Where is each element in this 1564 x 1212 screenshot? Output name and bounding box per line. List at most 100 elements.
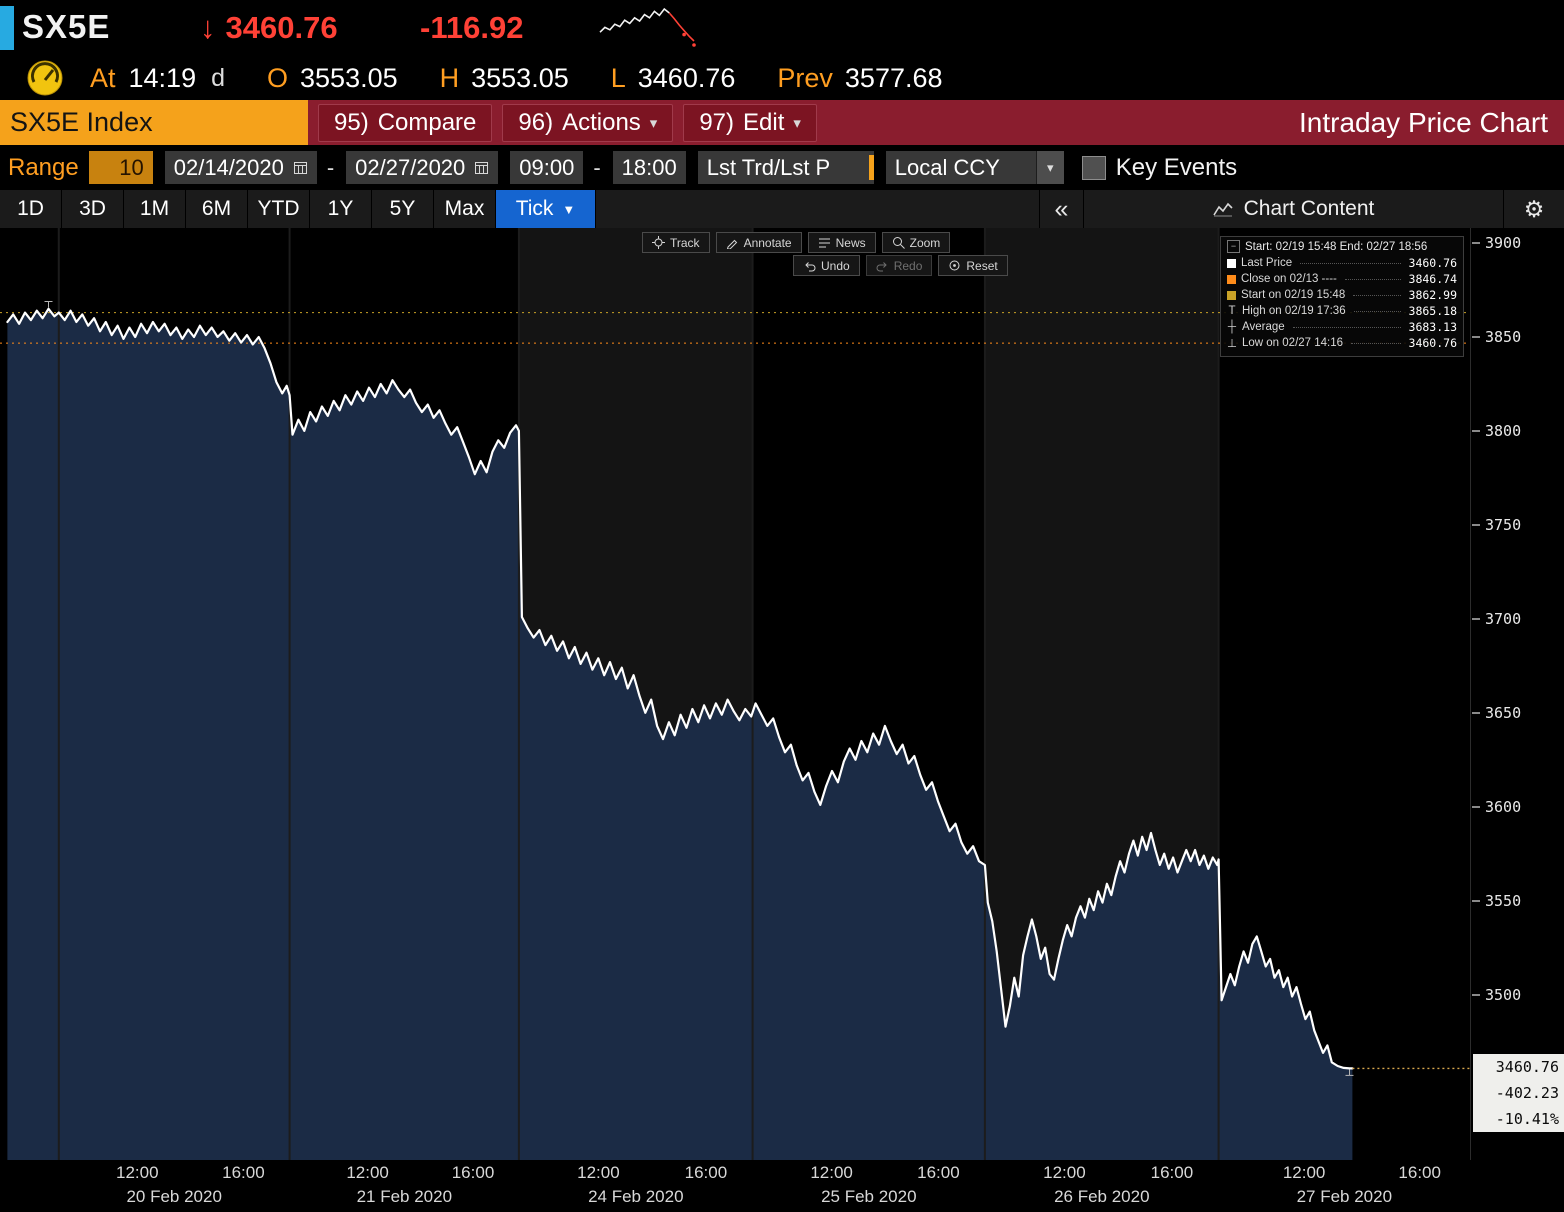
last-price-swatch <box>1227 258 1236 268</box>
reset-button[interactable]: Reset <box>938 255 1008 276</box>
date-to-input[interactable]: 02/27/2020 <box>346 151 499 184</box>
tab-max[interactable]: Max <box>434 190 496 228</box>
x-axis-time-label: 16:00 <box>451 1163 495 1182</box>
legend-minimize-button[interactable]: − <box>1227 240 1240 253</box>
y-axis-label: 3600 <box>1472 798 1521 816</box>
track-icon <box>652 236 665 249</box>
gear-icon: ⚙ <box>1523 195 1545 222</box>
undo-button[interactable]: Undo <box>793 255 860 276</box>
x-axis-date-label: 21 Feb 2020 <box>356 1187 453 1206</box>
chart-content-icon <box>1212 202 1233 216</box>
chart-region: 3900 3850 3800 3750 3700 3650 3600 3550 3500 12:… <box>0 228 1564 1212</box>
compare-button[interactable]: 95) Compare <box>318 103 493 142</box>
terminal-accent-block <box>0 6 14 50</box>
tag-pct-change: -10.41% <box>1495 1110 1559 1129</box>
tab-1d[interactable]: 1D <box>0 190 62 228</box>
redo-label: Redo <box>893 258 923 273</box>
legend-item-last-price[interactable]: Last Price 3460.76 <box>1227 255 1457 271</box>
calendar-icon <box>293 162 307 174</box>
tab-tick-label: Tick <box>515 197 554 220</box>
truncation-indicator <box>868 155 874 180</box>
chart-content-button[interactable]: Chart Content <box>1084 190 1504 228</box>
tab-1y[interactable]: 1Y <box>310 190 372 228</box>
tab-ytd[interactable]: YTD <box>248 190 310 228</box>
compare-button-label: Compare <box>377 108 477 136</box>
calendar-icon <box>475 162 489 174</box>
range-days-input[interactable]: 10 <box>88 151 153 184</box>
tab-3d[interactable]: 3D <box>62 190 124 228</box>
price-source-select[interactable]: Lst Trd/Lst P <box>697 151 874 184</box>
edit-caret-icon: ▾ <box>793 114 801 132</box>
key-events-checkbox[interactable] <box>1081 155 1106 180</box>
last-price-axis-tag: 3460.76 -402.23 -10.41% <box>1473 1054 1564 1133</box>
tab-5y[interactable]: 5Y <box>372 190 434 228</box>
date-from-value: 02/14/2020 <box>173 154 284 180</box>
y-axis-label: 3850 <box>1472 328 1521 346</box>
tick-dropdown-icon: ▼ <box>562 201 576 217</box>
net-change-value: -116.92 <box>420 10 524 45</box>
redo-button[interactable]: Redo <box>865 255 933 276</box>
x-axis-date-label: 25 Feb 2020 <box>821 1187 917 1206</box>
date-from-input[interactable]: 02/14/2020 <box>164 151 317 184</box>
key-events-label: Key Events <box>1115 153 1238 181</box>
track-button[interactable]: Track <box>642 232 710 253</box>
price-chart-plot[interactable] <box>0 228 1470 1160</box>
y-axis-label: 3800 <box>1472 422 1521 440</box>
tab-tick[interactable]: Tick ▼ <box>496 190 596 228</box>
quote-time: 14:19 <box>128 62 197 93</box>
currency-select[interactable]: Local CCY <box>885 151 1036 184</box>
legend-range-text: Start: 02/19 15:48 End: 02/27 18:56 <box>1245 240 1428 253</box>
x-axis-time-label: 16:00 <box>684 1163 728 1182</box>
down-arrow-icon: ↓ <box>200 10 216 45</box>
time-to-input[interactable]: 18:00 <box>612 151 686 184</box>
zoom-button[interactable]: Zoom <box>881 232 951 253</box>
tab-1m[interactable]: 1M <box>124 190 186 228</box>
legend-item-high[interactable]: T High on 02/19 17:36 3865.18 <box>1228 304 1457 318</box>
x-axis-time-label: 12:00 <box>810 1163 853 1182</box>
last-price-value: 3460.76 <box>225 10 338 45</box>
legend-item-low[interactable]: ⊥ Low on 02/27 14:16 3460.76 <box>1227 336 1457 350</box>
at-label: At <box>90 62 116 93</box>
session-flag: d <box>211 63 225 92</box>
page-title: Intraday Price Chart <box>1299 106 1548 138</box>
average-marker-icon: ┼ <box>1227 321 1237 333</box>
currency-select-group: Local CCY ▾ <box>885 151 1064 184</box>
currency-dropdown-button[interactable]: ▾ <box>1035 151 1064 184</box>
actions-button[interactable]: 96) Actions ▾ <box>502 103 674 142</box>
security-field[interactable]: SX5E Index <box>0 100 308 145</box>
legend-item-average[interactable]: ┼ Average 3683.13 <box>1227 320 1457 334</box>
time-from-input[interactable]: 09:00 <box>510 151 584 184</box>
x-axis-time-label: 16:00 <box>222 1163 265 1182</box>
y-axis-label: 3550 <box>1472 892 1521 910</box>
ticker-header-row: SX5E ↓ 3460.76 -116.92 <box>0 0 1564 56</box>
edit-button-num: 97) <box>699 108 735 136</box>
legend-item-start[interactable]: Start on 02/19 15:48 3862.99 <box>1227 287 1457 303</box>
tag-net-change: -402.23 <box>1495 1084 1559 1103</box>
annotate-icon <box>726 239 737 249</box>
start-swatch <box>1227 290 1236 300</box>
news-icon <box>818 238 830 248</box>
annotate-button[interactable]: Annotate <box>715 232 802 253</box>
range-label: Range <box>8 153 79 181</box>
zoom-label: Zoom <box>909 235 941 250</box>
tab-6m[interactable]: 6M <box>186 190 248 228</box>
price-axis: 3900 3850 3800 3750 3700 3650 3600 3550 3500 <box>1470 228 1564 1160</box>
y-axis-label: 3750 <box>1472 516 1521 534</box>
settings-button[interactable]: ⚙ <box>1504 190 1564 228</box>
close-swatch <box>1227 274 1236 284</box>
news-button[interactable]: News <box>807 232 876 253</box>
high-label: H <box>439 62 460 93</box>
edit-button[interactable]: 97) Edit ▾ <box>683 103 817 142</box>
price-source-value: Lst Trd/Lst P <box>706 154 831 180</box>
chart-content-label: Chart Content <box>1243 197 1375 220</box>
x-axis-time-label: 16:00 <box>1398 1163 1441 1182</box>
legend-item-close[interactable]: Close on 02/13 ---- 3846.74 <box>1227 271 1457 287</box>
open-value: 3553.05 <box>300 62 398 93</box>
news-label: News <box>835 235 866 250</box>
x-axis-time-label: 16:00 <box>917 1163 960 1182</box>
date-range-separator: - <box>326 154 335 180</box>
chart-undo-toolbar: Undo Redo Reset <box>793 255 1008 276</box>
collapse-panel-button[interactable]: « <box>1040 190 1084 228</box>
tab-strip-spacer <box>596 190 1040 228</box>
